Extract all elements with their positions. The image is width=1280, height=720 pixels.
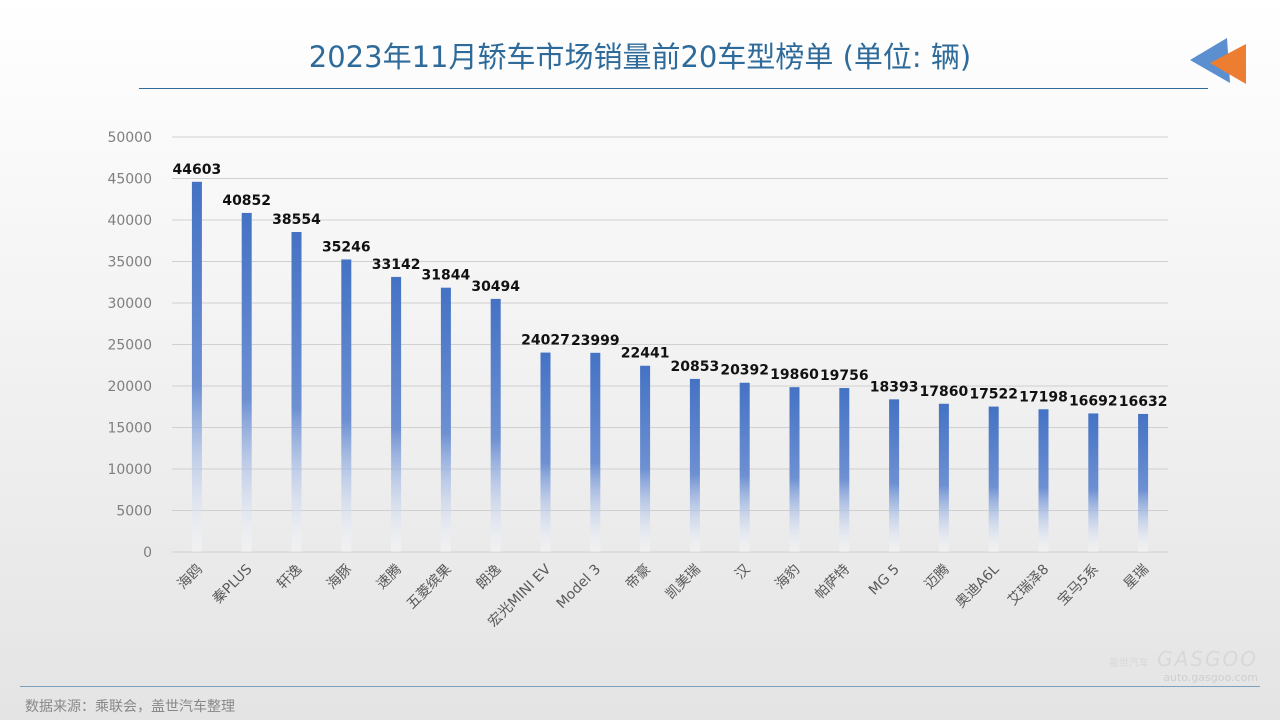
y-tick-label: 5000 xyxy=(116,504,152,520)
data-label: 16632 xyxy=(1119,394,1168,410)
logo-blue-triangle xyxy=(1190,38,1230,83)
x-tick-label: 星瑞 xyxy=(1121,562,1152,593)
x-tick-label: 秦PLUS xyxy=(210,561,256,607)
bar xyxy=(1038,409,1049,552)
data-label: 18393 xyxy=(870,379,919,395)
x-tick-label: 艾瑞泽8 xyxy=(1005,562,1052,609)
data-label: 24027 xyxy=(521,333,570,349)
x-tick-label: 五菱缤果 xyxy=(404,562,455,613)
y-tick-label: 10000 xyxy=(107,462,152,478)
data-label: 38554 xyxy=(272,212,321,228)
data-label: 23999 xyxy=(571,333,620,349)
data-label: 35246 xyxy=(322,239,371,255)
data-source: 数据来源：乘联会，盖世汽车整理 xyxy=(25,699,235,715)
bar xyxy=(191,181,202,552)
y-tick-label: 25000 xyxy=(107,338,152,354)
bar xyxy=(440,287,451,552)
y-tick-label: 50000 xyxy=(107,130,152,146)
data-label: 40852 xyxy=(222,193,271,209)
bar xyxy=(689,378,700,552)
y-tick-label: 40000 xyxy=(107,213,152,229)
data-label: 17522 xyxy=(969,387,1018,403)
bar xyxy=(291,232,302,552)
data-label: 33142 xyxy=(372,257,421,273)
bar xyxy=(938,403,949,552)
x-tick-label: 朗逸 xyxy=(473,562,504,593)
arrow-logo-icon xyxy=(1190,38,1246,84)
bar xyxy=(889,399,900,552)
watermark-url: auto.gasgoo.com xyxy=(1163,671,1258,684)
bar xyxy=(1088,413,1099,552)
data-label: 31844 xyxy=(422,268,471,284)
x-tick-label: 帕萨特 xyxy=(812,562,853,603)
x-tick-label: Model 3 xyxy=(554,562,604,612)
x-tick-label: 轩逸 xyxy=(274,562,305,593)
bar xyxy=(789,387,800,552)
bar xyxy=(839,388,850,552)
x-tick-label: 凯美瑞 xyxy=(663,562,704,603)
x-tick-label: 帝豪 xyxy=(623,562,654,593)
data-label: 20392 xyxy=(720,363,769,379)
y-tick-label: 30000 xyxy=(107,296,152,312)
title-divider xyxy=(139,88,1208,89)
bar xyxy=(739,382,750,552)
data-label: 19860 xyxy=(770,367,819,383)
data-label: 22441 xyxy=(621,346,670,362)
x-tick-label: 奥迪A6L xyxy=(952,561,1003,612)
y-tick-label: 35000 xyxy=(107,255,152,271)
y-tick-label: 20000 xyxy=(107,379,152,395)
data-label: 17860 xyxy=(920,384,969,400)
x-tick-label: 海豚 xyxy=(324,562,355,593)
y-tick-label: 15000 xyxy=(107,421,152,437)
bar xyxy=(490,298,501,552)
bar xyxy=(341,259,352,552)
bar xyxy=(640,365,651,552)
x-tick-label: 速腾 xyxy=(373,561,405,593)
bar xyxy=(241,212,252,552)
data-label: 17198 xyxy=(1019,389,1068,405)
page-title: 2023年11月轿车市场销量前20车型榜单 (单位: 辆) xyxy=(308,40,972,74)
x-tick-label: 宝马5系 xyxy=(1055,562,1102,609)
y-tick-label: 0 xyxy=(143,545,152,561)
data-label: 19756 xyxy=(820,368,869,384)
x-tick-label: 海豹 xyxy=(772,562,803,593)
bar xyxy=(391,276,402,552)
data-label: 44603 xyxy=(173,162,222,178)
bar xyxy=(988,406,999,552)
gasgoo-watermark: 盖世汽车 GASGOO auto.gasgoo.com xyxy=(1108,649,1258,685)
watermark-brand: GASGOO xyxy=(1157,647,1258,671)
x-tick-label: 海鸥 xyxy=(174,561,206,593)
x-tick-label: 迈腾 xyxy=(921,561,953,593)
bar xyxy=(540,352,551,552)
bar xyxy=(1138,413,1149,552)
x-tick-label: MG 5 xyxy=(866,562,903,599)
data-label: 30494 xyxy=(471,279,520,295)
bar xyxy=(590,352,601,552)
data-label: 20853 xyxy=(671,359,720,375)
footer-divider xyxy=(20,686,1260,687)
y-tick-label: 45000 xyxy=(107,172,152,188)
data-label: 16692 xyxy=(1069,393,1118,409)
x-tick-label: 汉 xyxy=(732,562,753,583)
watermark-cn: 盖世汽车 xyxy=(1108,658,1149,669)
logo-orange-triangle xyxy=(1210,44,1246,84)
